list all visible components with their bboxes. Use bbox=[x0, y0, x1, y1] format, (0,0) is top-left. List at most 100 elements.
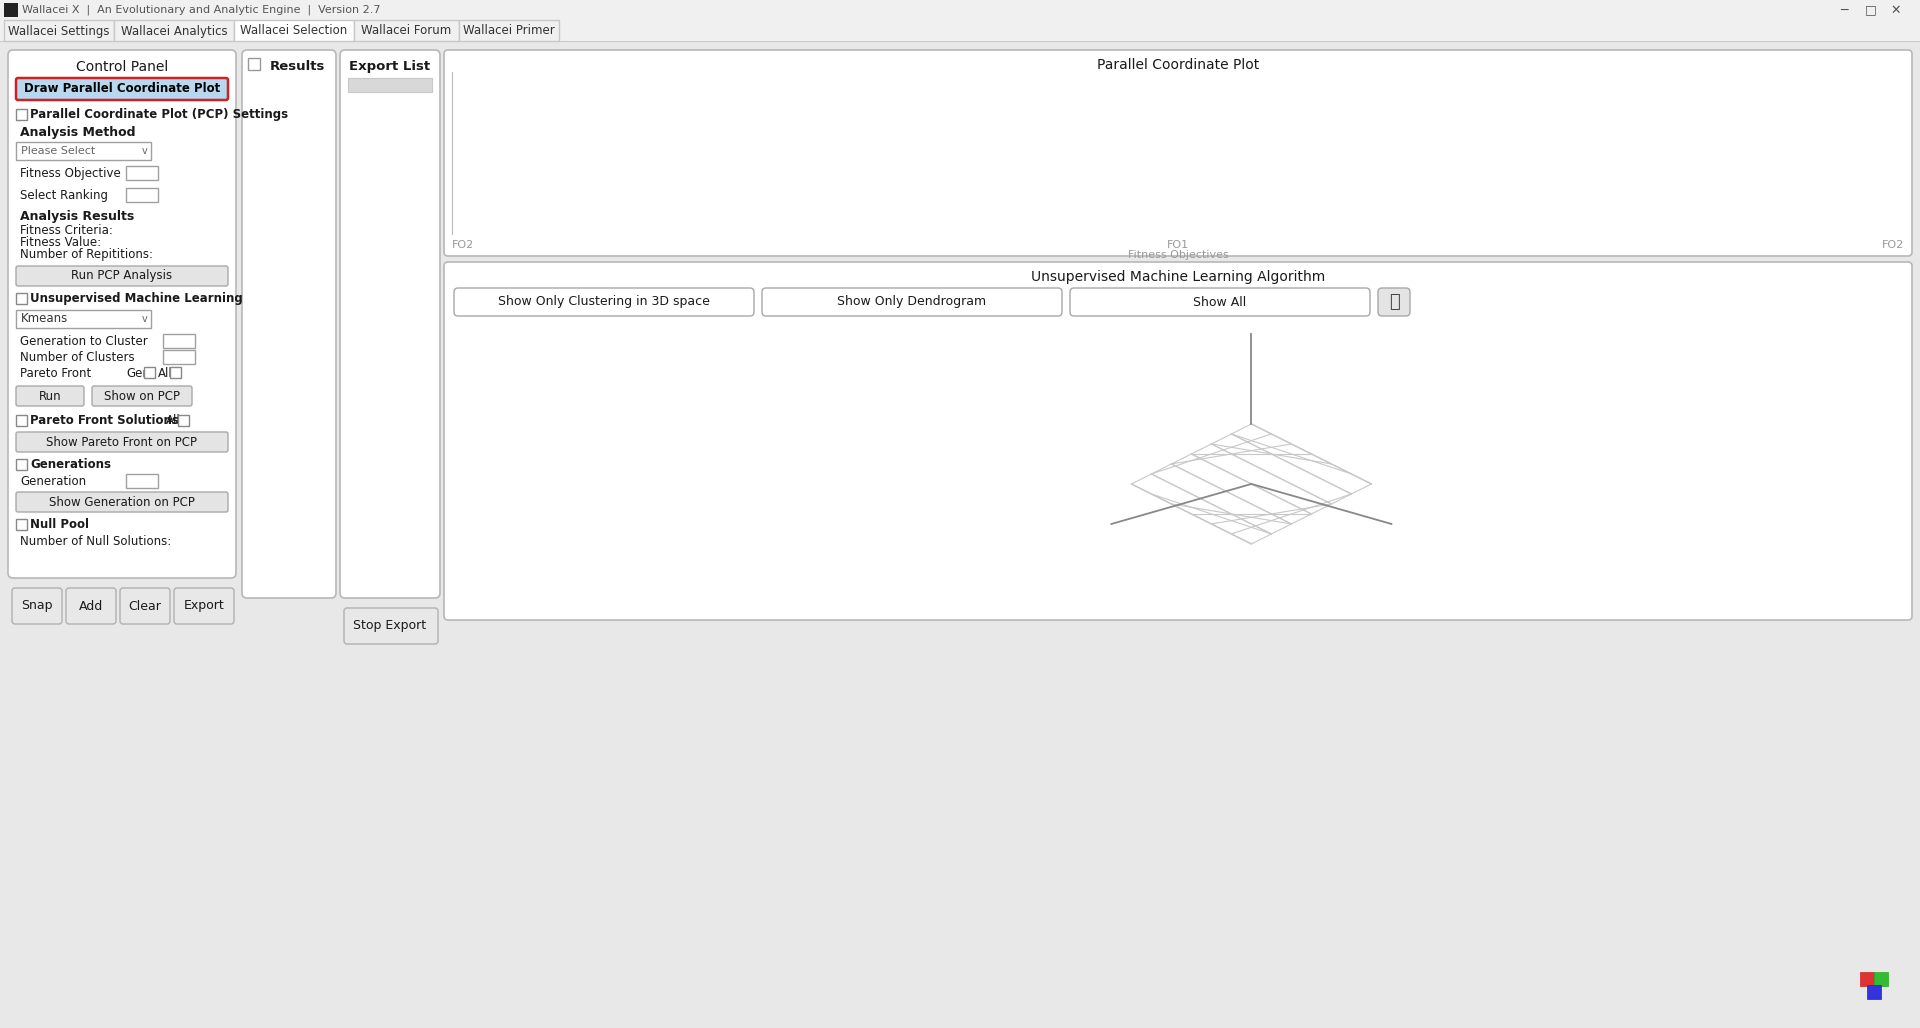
Bar bbox=[353, 20, 459, 41]
Bar bbox=[15, 293, 27, 304]
Text: Fitness Criteria:: Fitness Criteria: bbox=[19, 224, 113, 237]
Bar bbox=[0, 0, 1920, 20]
FancyBboxPatch shape bbox=[65, 588, 115, 624]
Text: Show Only Dendrogram: Show Only Dendrogram bbox=[837, 295, 987, 308]
Text: Generations: Generations bbox=[31, 458, 111, 471]
Text: ⌕: ⌕ bbox=[1388, 293, 1400, 311]
Text: Select Ranking: Select Ranking bbox=[19, 189, 108, 201]
Text: Fitness Value:: Fitness Value: bbox=[19, 236, 102, 249]
Text: Show Only Clustering in 3D space: Show Only Clustering in 3D space bbox=[497, 295, 710, 308]
Text: Fitness Objectives: Fitness Objectives bbox=[1127, 250, 1229, 260]
Bar bbox=[1860, 972, 1874, 986]
Text: Parallel Coordinate Plot: Parallel Coordinate Plot bbox=[1096, 58, 1260, 72]
Text: Wallacei Analytics: Wallacei Analytics bbox=[121, 25, 227, 37]
FancyBboxPatch shape bbox=[8, 50, 236, 578]
Text: Show Generation on PCP: Show Generation on PCP bbox=[50, 495, 196, 509]
Bar bbox=[0, 20, 1920, 42]
Bar bbox=[15, 519, 27, 530]
Text: v: v bbox=[142, 146, 148, 156]
Text: ─: ─ bbox=[1839, 3, 1847, 16]
Text: Wallacei Primer: Wallacei Primer bbox=[463, 25, 555, 37]
Text: Run: Run bbox=[38, 390, 61, 403]
FancyBboxPatch shape bbox=[12, 588, 61, 624]
Text: Pareto Front Solutions: Pareto Front Solutions bbox=[31, 414, 179, 427]
Text: □: □ bbox=[1864, 3, 1876, 16]
Text: FO2: FO2 bbox=[1882, 240, 1905, 250]
FancyBboxPatch shape bbox=[344, 608, 438, 644]
Bar bbox=[15, 109, 27, 120]
Text: Add: Add bbox=[79, 599, 104, 613]
FancyBboxPatch shape bbox=[15, 432, 228, 452]
Text: Wallacei Forum: Wallacei Forum bbox=[361, 25, 451, 37]
FancyBboxPatch shape bbox=[762, 288, 1062, 316]
FancyBboxPatch shape bbox=[92, 386, 192, 406]
Text: Draw Parallel Coordinate Plot: Draw Parallel Coordinate Plot bbox=[23, 82, 221, 96]
Bar bbox=[1866, 985, 1882, 999]
Text: FO1: FO1 bbox=[1167, 240, 1188, 250]
FancyBboxPatch shape bbox=[119, 588, 171, 624]
FancyBboxPatch shape bbox=[1379, 288, 1409, 316]
Text: All: All bbox=[165, 414, 180, 427]
Text: Number of Null Solutions:: Number of Null Solutions: bbox=[19, 535, 171, 548]
Bar bbox=[1874, 972, 1887, 986]
Text: Control Panel: Control Panel bbox=[77, 60, 169, 74]
Bar bbox=[234, 20, 353, 41]
Text: Kmeans: Kmeans bbox=[21, 313, 69, 326]
Bar bbox=[4, 3, 17, 17]
FancyBboxPatch shape bbox=[444, 50, 1912, 256]
Text: Analysis Method: Analysis Method bbox=[19, 126, 136, 139]
Text: Snap: Snap bbox=[21, 599, 52, 613]
Bar bbox=[4, 20, 113, 41]
Text: FO2: FO2 bbox=[451, 240, 474, 250]
Text: Unsupervised Machine Learning: Unsupervised Machine Learning bbox=[31, 292, 242, 305]
Text: Generation to Cluster: Generation to Cluster bbox=[19, 335, 148, 348]
Text: Gen.: Gen. bbox=[127, 367, 154, 380]
Text: v: v bbox=[142, 314, 148, 324]
FancyBboxPatch shape bbox=[15, 386, 84, 406]
Text: Pareto Front: Pareto Front bbox=[19, 367, 92, 380]
FancyBboxPatch shape bbox=[175, 588, 234, 624]
FancyBboxPatch shape bbox=[444, 262, 1912, 620]
Bar bbox=[179, 415, 188, 426]
Text: Clear: Clear bbox=[129, 599, 161, 613]
FancyBboxPatch shape bbox=[340, 50, 440, 598]
Text: Generation: Generation bbox=[19, 475, 86, 488]
Text: Parallel Coordinate Plot (PCP) Settings: Parallel Coordinate Plot (PCP) Settings bbox=[31, 108, 288, 121]
Text: Show Pareto Front on PCP: Show Pareto Front on PCP bbox=[46, 436, 198, 448]
Text: Please Select: Please Select bbox=[21, 146, 96, 156]
Text: Null Pool: Null Pool bbox=[31, 518, 88, 531]
Text: Analysis Results: Analysis Results bbox=[19, 210, 134, 223]
Text: Number of Repititions:: Number of Repititions: bbox=[19, 248, 154, 261]
Text: Stop Export: Stop Export bbox=[353, 620, 426, 632]
Text: ✕: ✕ bbox=[1889, 3, 1901, 16]
Bar bbox=[113, 20, 234, 41]
Text: Wallacei Settings: Wallacei Settings bbox=[8, 25, 109, 37]
Text: Export List: Export List bbox=[349, 60, 430, 73]
Text: Fitness Objective: Fitness Objective bbox=[19, 167, 121, 180]
Bar bbox=[15, 142, 152, 160]
Text: Wallacei X  |  An Evolutionary and Analytic Engine  |  Version 2.7: Wallacei X | An Evolutionary and Analyti… bbox=[21, 5, 380, 15]
Bar bbox=[15, 415, 27, 426]
Bar bbox=[348, 78, 432, 91]
FancyBboxPatch shape bbox=[15, 78, 228, 100]
Bar bbox=[163, 350, 196, 364]
Bar bbox=[163, 334, 196, 348]
Text: Show on PCP: Show on PCP bbox=[104, 390, 180, 403]
Bar bbox=[248, 58, 259, 70]
Bar bbox=[459, 20, 559, 41]
Text: Number of Clusters: Number of Clusters bbox=[19, 351, 134, 364]
Bar bbox=[15, 458, 27, 470]
FancyBboxPatch shape bbox=[1069, 288, 1371, 316]
Text: Show All: Show All bbox=[1194, 295, 1246, 308]
FancyBboxPatch shape bbox=[242, 50, 336, 598]
FancyBboxPatch shape bbox=[15, 266, 228, 286]
Bar bbox=[144, 367, 156, 378]
Text: Results: Results bbox=[269, 60, 324, 73]
Text: Run PCP Analysis: Run PCP Analysis bbox=[71, 269, 173, 283]
Text: All: All bbox=[157, 367, 173, 380]
Bar bbox=[127, 188, 157, 201]
Bar bbox=[171, 367, 180, 378]
Text: Export: Export bbox=[184, 599, 225, 613]
Bar bbox=[127, 166, 157, 180]
FancyBboxPatch shape bbox=[453, 288, 755, 316]
